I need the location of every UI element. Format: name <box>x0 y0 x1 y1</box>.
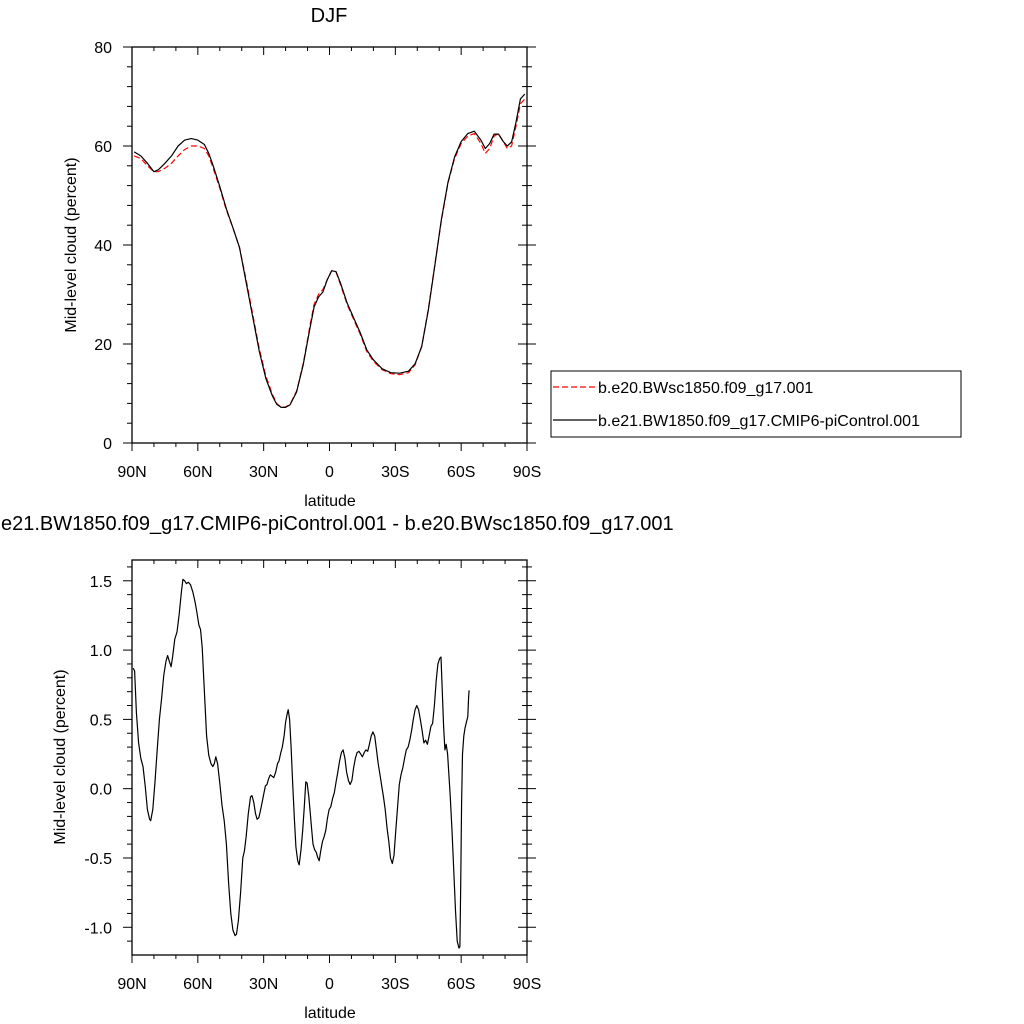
y-tick-labels: 0 20 40 60 80 <box>94 40 112 453</box>
legend-label: b.e20.BWsc1850.f09_g17.001 <box>598 380 813 397</box>
legend: b.e20.BWsc1850.f09_g17.001 b.e21.BW1850.… <box>550 370 962 438</box>
x-tick-label: 60S <box>447 464 475 481</box>
x-tick-label: 90N <box>117 976 146 993</box>
x-tick-label: 60S <box>447 976 475 993</box>
y-tick-label: 60 <box>94 139 112 156</box>
series-line-0 <box>133 98 526 408</box>
axis-ticks <box>123 46 536 451</box>
y-tick-label: 80 <box>94 40 112 57</box>
legend-label: b.e21.BW1850.f09_g17.CMIP6-piControl.001 <box>598 413 920 430</box>
y-axis-label: Mid-level cloud (percent) <box>63 157 80 332</box>
x-tick-label: 30N <box>249 464 278 481</box>
x-tick-label: 60N <box>183 464 212 481</box>
x-tick-label: 0 <box>325 464 334 481</box>
chart-title: b.e21.BW1850.f09_g17.CMIP6-piControl.001… <box>0 513 674 535</box>
axis-ticks <box>123 560 536 963</box>
chart-title: DJF <box>311 5 348 27</box>
plot-frame <box>131 46 528 444</box>
chart-top: DJF 90N 60N 30N 0 30S 60S 90S 0 20 40 60 80 latitu… <box>63 5 962 510</box>
y-tick-label: 0.5 <box>90 712 112 729</box>
x-tick-label: 60N <box>183 976 212 993</box>
y-tick-label: 20 <box>94 337 112 354</box>
y-tick-label: 1.5 <box>90 574 112 591</box>
chart-bottom: b.e21.BW1850.f09_g17.CMIP6-piControl.001… <box>0 513 674 1022</box>
x-tick-label: 90S <box>513 464 541 481</box>
legend-box <box>550 370 962 438</box>
x-tick-label: 30N <box>249 976 278 993</box>
y-tick-label: 0.0 <box>90 782 112 799</box>
y-tick-labels: 1.5 1.0 0.5 0.0 -0.5 -1.0 <box>84 574 112 937</box>
series-line-1 <box>133 93 526 408</box>
x-tick-label: 0 <box>325 976 334 993</box>
x-tick-label: 30S <box>381 976 409 993</box>
x-tick-label: 30S <box>381 464 409 481</box>
y-tick-label: -1.0 <box>84 920 112 937</box>
x-axis-label: latitude <box>304 493 356 510</box>
y-tick-label: 40 <box>94 238 112 255</box>
x-tick-labels: 90N 60N 30N 0 30S 60S 90S <box>117 464 541 481</box>
y-tick-label: 0 <box>103 436 112 453</box>
x-tick-labels: 90N 60N 30N 0 30S 60S 90S <box>117 976 541 993</box>
series-group <box>133 93 526 408</box>
x-tick-label: 90N <box>117 464 146 481</box>
y-tick-label: -0.5 <box>84 851 112 868</box>
x-axis-label: latitude <box>304 1005 356 1022</box>
series-group <box>132 578 470 949</box>
x-tick-label: 90S <box>513 976 541 993</box>
plot-frame <box>131 559 528 956</box>
y-tick-label: 1.0 <box>90 643 112 660</box>
y-axis-label: Mid-level cloud (percent) <box>52 669 69 844</box>
series-line-0 <box>132 578 470 949</box>
